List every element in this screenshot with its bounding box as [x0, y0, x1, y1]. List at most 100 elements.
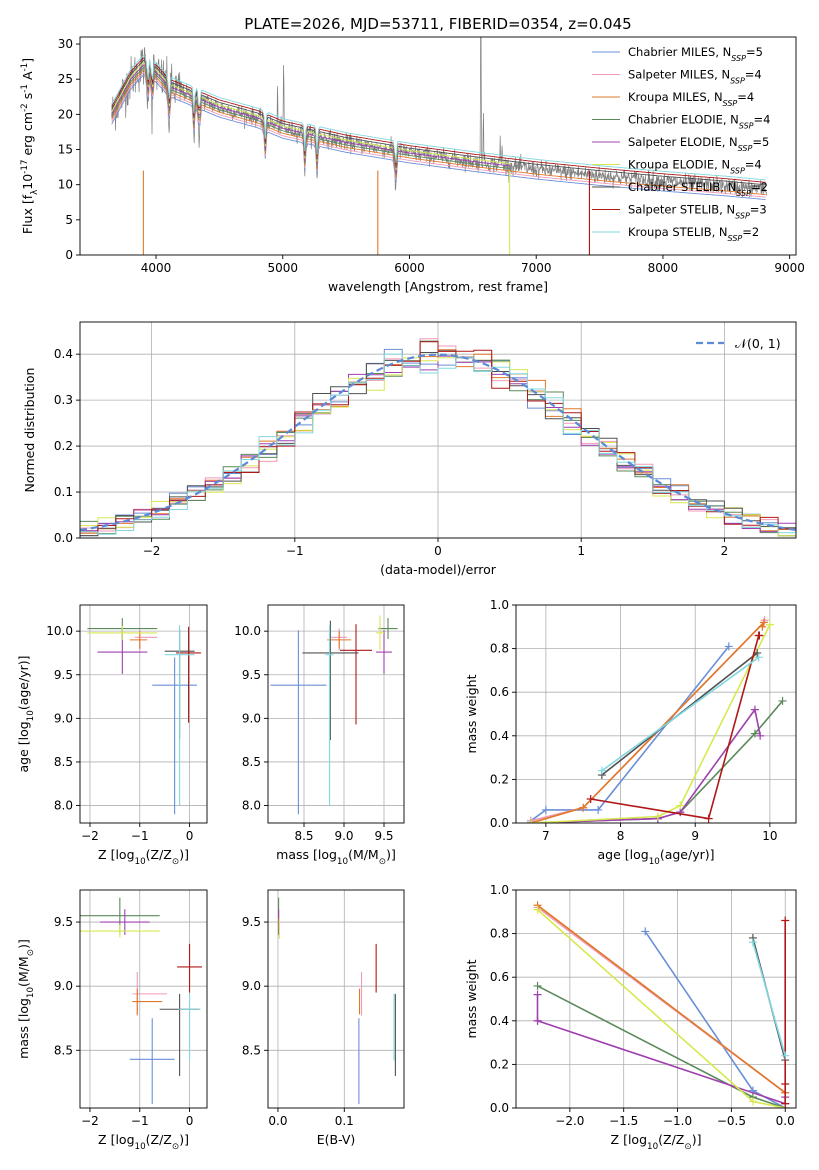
- text-run: 10: [135, 857, 146, 867]
- y-tick-label: 9.0: [242, 711, 261, 725]
- text-run: Flux [f: [20, 194, 35, 234]
- text-run: =2: [751, 180, 768, 194]
- text-run: (age/yr)]: [16, 655, 31, 710]
- legend-label: Salpeter MILES, NSSP=4: [628, 68, 762, 86]
- text-run: mass weight: [464, 959, 479, 1038]
- text-run: 10: [20, 174, 35, 190]
- x-axis-label: E(B-V): [317, 1132, 356, 1147]
- x-tick-label: 9.0: [334, 829, 353, 843]
- model-spectrum-1: [111, 72, 766, 198]
- plus-marker: [750, 705, 759, 714]
- age_vs_mass-plot-area: [270, 615, 398, 815]
- plus-marker: [748, 938, 757, 947]
- text-run: ]: [20, 58, 35, 63]
- x-tick-label: 5000: [267, 261, 298, 275]
- legend-label: Kroupa ELODIE, NSSP=4: [628, 158, 762, 176]
- y-axis-label: mass weight: [464, 959, 479, 1038]
- text-run: (Z/Z: [146, 847, 172, 862]
- plus-marker: [755, 631, 764, 640]
- y-axis-label: mass [log10(M/M⊙)]: [16, 939, 36, 1059]
- y-tick-label: 0.3: [54, 393, 73, 407]
- legend-label: Chabrier ELODIE, NSSP=4: [628, 113, 770, 131]
- text-run: 10: [135, 1142, 146, 1152]
- age_vs_Z-plot-area: [87, 618, 202, 815]
- text-run: SSP: [728, 234, 743, 243]
- x-tick-label: −2.0: [555, 1114, 584, 1128]
- y-axis-label: Normed distribution: [22, 368, 37, 493]
- text-run: Kroupa MILES, N: [628, 90, 723, 104]
- text-run: age [log: [16, 721, 31, 772]
- text-run: Normed distribution: [22, 368, 37, 493]
- text-run: s: [20, 93, 35, 104]
- mass_vs_EBV-plot-area: [278, 897, 396, 1105]
- text-run: -1: [20, 63, 30, 72]
- text-run: 10: [26, 987, 36, 998]
- text-run: Kroupa STELIB, N: [628, 225, 728, 239]
- legend-label: Kroupa STELIB, NSSP=2: [628, 225, 759, 243]
- weight_vs_age-plot-area: [526, 616, 787, 823]
- residual-histogram-5: [80, 356, 796, 538]
- x-axis-label: age [log10(age/yr)]: [597, 847, 714, 867]
- text-run: Salpeter STELIB, N: [628, 203, 735, 217]
- y-tick-label: 0.1: [54, 485, 73, 499]
- plus-marker: [756, 731, 765, 740]
- text-run: wavelength [Angstrom, rest frame]: [328, 279, 548, 294]
- axes-frame: [515, 889, 797, 1109]
- residuals-plot-area: [80, 338, 796, 538]
- plus-marker: [533, 981, 542, 990]
- spectrum-axes: 4000 5000 6000 7000 8000 9000 0 5 10 15 20 25 30 wave…: [20, 36, 805, 294]
- x-tick-label: 0: [186, 829, 194, 843]
- x-tick-label: −0.5: [717, 1114, 746, 1128]
- y-tick-label: 25: [58, 72, 73, 86]
- y-tick-label: 9.5: [242, 668, 261, 682]
- plus-marker: [653, 812, 662, 821]
- x-tick-label: −1: [131, 829, 149, 843]
- y-tick-label: 9.5: [242, 915, 261, 929]
- y-tick-label: 0.6: [490, 970, 509, 984]
- y-tick-label: 8.5: [54, 755, 73, 769]
- legend-label: Chabrier MILES, NSSP=5: [628, 45, 763, 63]
- x-tick-label: 0: [434, 544, 442, 558]
- residual-histogram-7: [80, 341, 796, 538]
- text-run: ⊙: [172, 1142, 179, 1152]
- text-run: Chabrier STELIB, N: [628, 180, 736, 194]
- text-run: A: [20, 71, 35, 84]
- plus-marker: [597, 766, 606, 775]
- plus-marker: [781, 1080, 790, 1089]
- observed-spectrum: [111, 37, 768, 198]
- y-tick-label: 15: [58, 143, 73, 157]
- plus-marker: [754, 653, 763, 662]
- plus-marker: [759, 618, 768, 627]
- normal-curve: [80, 353, 796, 531]
- text-run: )]: [386, 847, 396, 862]
- x-axis-label: Z [log10(Z/Z⊙)]: [98, 1132, 189, 1152]
- mass_vs_Z-plot-area: [80, 897, 203, 1105]
- weight-series-8: [752, 942, 786, 1056]
- x-tick-label: 1: [577, 544, 585, 558]
- text-run: =4: [737, 90, 754, 104]
- text-run: (M/M: [16, 956, 31, 987]
- axes-frame: [79, 36, 797, 256]
- text-run: 10: [337, 857, 348, 867]
- plus-marker: [750, 729, 759, 738]
- axes-frame: [515, 604, 797, 824]
- y-tick-label: 0.6: [490, 685, 509, 699]
- y-tick-label: 10.0: [234, 624, 261, 638]
- x-axis-label: Z [log10(Z/Z⊙)]: [611, 1132, 702, 1152]
- x-tick-label: −1.5: [609, 1114, 638, 1128]
- text-run: =4: [754, 113, 771, 127]
- x-tick-label: −1: [131, 1114, 149, 1128]
- y-tick-label: 0.0: [490, 816, 509, 830]
- axes-frame: [79, 604, 208, 824]
- text-run: age [log: [597, 847, 648, 862]
- x-tick-label: 6000: [394, 261, 425, 275]
- axes-frame: [79, 889, 208, 1109]
- weight-series-2: [530, 621, 765, 823]
- mass_vs_EBV-axes: 0.0 0.1 8.5 9.0 9.5 E(B-V): [242, 889, 405, 1147]
- axes-frame: [267, 889, 405, 1109]
- plus-marker: [641, 927, 650, 936]
- x-tick-label: 8: [617, 829, 625, 843]
- text-run: -1: [20, 84, 30, 93]
- y-tick-label: 1.0: [490, 883, 509, 897]
